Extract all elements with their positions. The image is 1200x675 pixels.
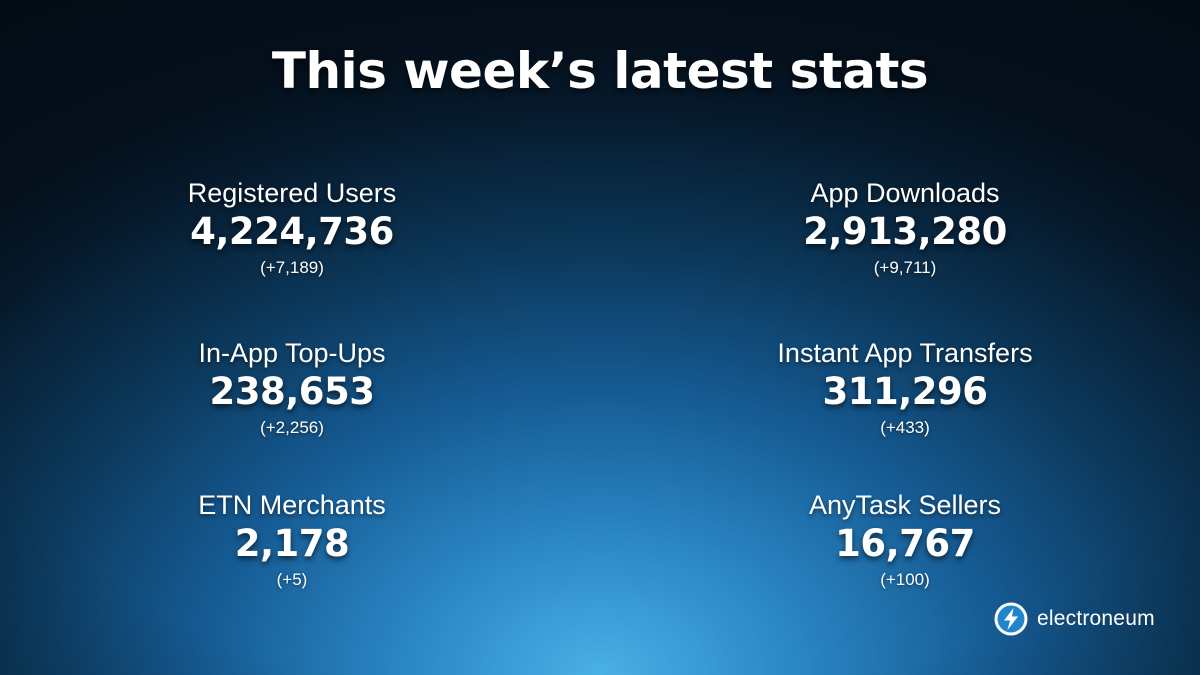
stat-delta: (+100) xyxy=(880,570,930,589)
stat-value: 238,653 xyxy=(209,370,375,413)
stat-value: 16,767 xyxy=(835,522,975,565)
stat-in-app-topups: In-App Top-Ups 238,653 (+2,256) xyxy=(72,336,512,440)
brand-name: electroneum xyxy=(1037,607,1155,630)
stat-instant-app-transfers: Instant App Transfers 311,296 (+433) xyxy=(685,336,1125,440)
stat-registered-users: Registered Users 4,224,736 (+7,189) xyxy=(72,176,512,280)
stat-value: 2,178 xyxy=(234,522,350,565)
stat-label: App Downloads xyxy=(810,178,1000,208)
stat-delta: (+2,256) xyxy=(260,418,324,437)
stat-delta: (+7,189) xyxy=(260,258,324,277)
stat-label: AnyTask Sellers xyxy=(808,490,1002,520)
stat-delta: (+433) xyxy=(880,418,930,437)
stat-label: In-App Top-Ups xyxy=(198,338,386,368)
stat-delta: (+9,711) xyxy=(873,258,937,277)
stat-value: 4,224,736 xyxy=(190,210,394,253)
page-title: This week’s latest stats xyxy=(271,42,929,100)
stat-value: 2,913,280 xyxy=(803,210,1007,253)
brand-logo: electroneum xyxy=(993,601,1155,637)
stat-label: Registered Users xyxy=(187,178,397,208)
stat-label: ETN Merchants xyxy=(198,490,386,520)
stat-delta: (+5) xyxy=(276,570,308,589)
stat-app-downloads: App Downloads 2,913,280 (+9,711) xyxy=(685,176,1125,280)
stat-label: Instant App Transfers xyxy=(777,338,1033,368)
stat-anytask-sellers: AnyTask Sellers 16,767 (+100) xyxy=(685,488,1125,592)
electroneum-logo-icon xyxy=(994,602,1028,636)
stat-etn-merchants: ETN Merchants 2,178 (+5) xyxy=(72,488,512,592)
stat-value: 311,296 xyxy=(822,370,988,413)
